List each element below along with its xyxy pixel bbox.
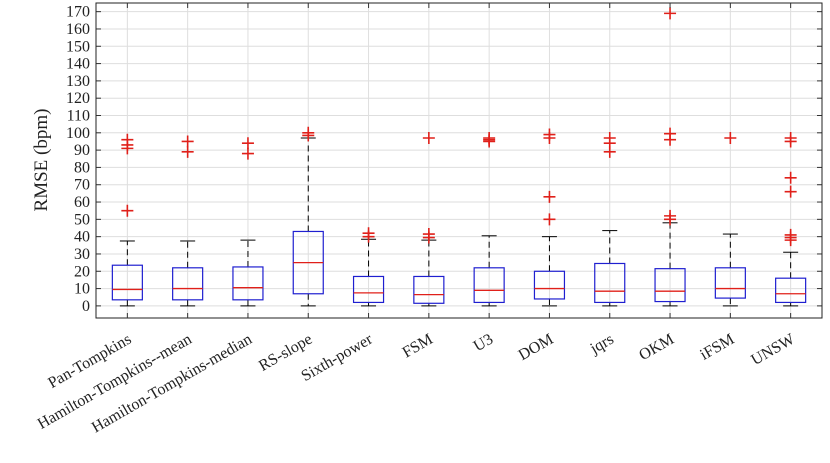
box-7 xyxy=(473,132,505,307)
box-iqr xyxy=(232,266,264,301)
y-tick-label: 80 xyxy=(74,159,90,176)
box-6 xyxy=(413,132,445,307)
box-4 xyxy=(292,126,324,307)
box-2 xyxy=(172,135,204,307)
y-tick-label: 70 xyxy=(74,177,90,194)
outlier-marker xyxy=(241,137,254,150)
box-9 xyxy=(594,132,626,307)
y-tick-label: 160 xyxy=(66,21,90,38)
box-11 xyxy=(714,132,746,307)
box-iqr xyxy=(714,267,746,299)
x-tick-label: OKM xyxy=(636,331,677,364)
outlier-marker xyxy=(603,132,616,144)
box-8 xyxy=(533,128,566,307)
outlier-marker xyxy=(241,147,254,160)
box-iqr xyxy=(172,267,204,301)
y-tick-label: 50 xyxy=(74,211,90,228)
grid-lines xyxy=(96,3,822,318)
y-tick-label: 0 xyxy=(82,298,90,315)
x-tick-label: FSM xyxy=(400,331,436,362)
box-3 xyxy=(232,137,264,307)
axes-frame xyxy=(95,2,823,319)
y-tick-label: 170 xyxy=(66,4,90,21)
outlier-marker xyxy=(724,132,737,144)
outlier-marker xyxy=(664,7,677,20)
y-tick-label: 10 xyxy=(74,281,90,298)
outlier-marker xyxy=(422,228,435,241)
outlier-marker xyxy=(784,185,797,198)
outlier-marker xyxy=(121,133,134,146)
outlier-marker xyxy=(784,132,797,144)
y-tick-label: 130 xyxy=(66,73,90,90)
box-iqr xyxy=(413,275,445,304)
box-iqr xyxy=(654,268,686,303)
box-iqr xyxy=(111,264,143,301)
box-1 xyxy=(111,133,143,307)
y-tick-label: 150 xyxy=(66,38,90,55)
y-tick-label: 60 xyxy=(74,194,90,211)
y-tick-label: 100 xyxy=(66,125,90,142)
outlier-marker xyxy=(181,145,194,158)
y-tick-label: 90 xyxy=(74,142,90,159)
outlier-marker xyxy=(543,213,556,226)
outlier-marker xyxy=(422,132,435,144)
outlier-marker xyxy=(543,190,556,203)
outlier-marker xyxy=(543,128,556,141)
y-tick-label: 120 xyxy=(66,90,90,107)
outlier-marker xyxy=(483,132,496,144)
box-iqr xyxy=(533,270,566,300)
box-iqr xyxy=(473,267,505,304)
box-5 xyxy=(352,227,385,307)
x-tick-label: DOM xyxy=(516,331,557,364)
box-iqr xyxy=(594,262,626,304)
x-tick-label: UNSW xyxy=(748,330,798,369)
y-tick-label: 20 xyxy=(74,263,90,280)
y-tick-label: 110 xyxy=(67,108,90,125)
y-axis-label: RMSE (bpm) xyxy=(31,109,52,212)
x-tick-label: iFSM xyxy=(697,331,737,364)
outlier-marker xyxy=(784,171,797,184)
y-tick-label: 30 xyxy=(74,246,90,263)
y-tick-label: 40 xyxy=(74,229,90,246)
box-10 xyxy=(654,7,686,307)
x-tick-label: U3 xyxy=(471,331,496,356)
box-iqr xyxy=(352,275,385,304)
outlier-marker xyxy=(664,209,677,222)
outlier-marker xyxy=(362,227,375,240)
outlier-marker xyxy=(664,127,677,140)
outlier-marker xyxy=(121,204,134,217)
box-12 xyxy=(775,132,807,307)
plot-area xyxy=(111,7,807,307)
outlier-marker xyxy=(181,135,194,148)
box-iqr xyxy=(775,277,807,304)
x-tick-label: jqrs xyxy=(587,331,617,358)
outlier-marker xyxy=(784,228,797,241)
y-tick-label: 140 xyxy=(66,56,90,73)
outlier-marker xyxy=(302,126,315,139)
